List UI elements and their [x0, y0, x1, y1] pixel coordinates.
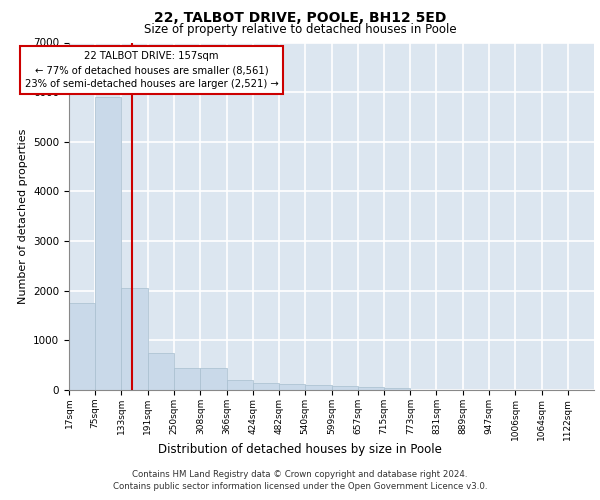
Bar [95, 97, 121, 390]
Text: 22, TALBOT DRIVE, POOLE, BH12 5ED: 22, TALBOT DRIVE, POOLE, BH12 5ED [154, 11, 446, 25]
Bar [305, 385, 332, 390]
Bar [358, 387, 384, 390]
Bar [200, 368, 227, 390]
Bar [384, 388, 410, 390]
Text: Contains public sector information licensed under the Open Government Licence v3: Contains public sector information licen… [113, 482, 487, 491]
Bar [121, 288, 148, 390]
Bar [279, 384, 305, 390]
Text: 22 TALBOT DRIVE: 157sqm
← 77% of detached houses are smaller (8,561)
23% of semi: 22 TALBOT DRIVE: 157sqm ← 77% of detache… [25, 52, 278, 90]
Text: Contains HM Land Registry data © Crown copyright and database right 2024.: Contains HM Land Registry data © Crown c… [132, 470, 468, 479]
Text: Distribution of detached houses by size in Poole: Distribution of detached houses by size … [158, 442, 442, 456]
Bar [148, 353, 174, 390]
Bar [69, 303, 95, 390]
Bar [174, 368, 200, 390]
Text: Size of property relative to detached houses in Poole: Size of property relative to detached ho… [143, 22, 457, 36]
Bar [227, 380, 253, 390]
Bar [253, 382, 279, 390]
Bar [332, 386, 358, 390]
Y-axis label: Number of detached properties: Number of detached properties [17, 128, 28, 304]
